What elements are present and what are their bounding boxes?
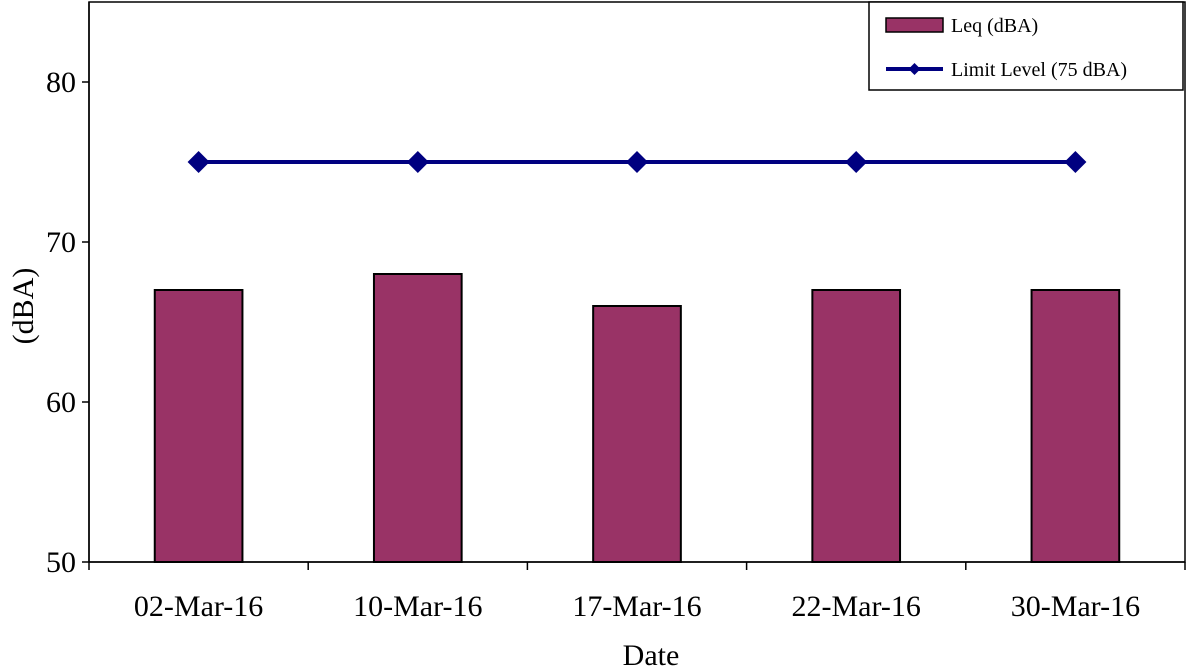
limit-marker [187, 151, 210, 173]
x-tick-label: 17-Mar-16 [572, 590, 701, 623]
y-tick-label: 50 [46, 546, 76, 579]
bar-leq [811, 289, 902, 563]
y-axis-title: (dBA) [7, 268, 40, 345]
x-axis: 02-Mar-16 10-Mar-16 17-Mar-16 22-Mar-16 30-M… [88, 561, 1186, 623]
x-tick-label: 10-Mar-16 [353, 590, 482, 623]
bar-leq [1030, 289, 1121, 563]
x-tick-label: 30-Mar-16 [1011, 590, 1140, 623]
limit-marker [1064, 151, 1087, 173]
y-tick-label: 80 [46, 66, 76, 99]
y-tick-label: 70 [46, 226, 76, 259]
legend-label-leq: Leq (dBA) [951, 15, 1038, 37]
bars-group [153, 273, 1121, 563]
bar-leq [592, 305, 682, 563]
x-tick-label: 22-Mar-16 [792, 590, 921, 623]
legend: Leq (dBA) Limit Level (75 dBA) [868, 1, 1184, 91]
x-tick-label: 02-Mar-16 [134, 590, 263, 623]
bar-leq [153, 289, 244, 563]
x-axis-title: Date [623, 639, 680, 671]
legend-box [868, 1, 1184, 91]
limit-marker [845, 151, 868, 173]
y-tick-label: 60 [46, 386, 76, 419]
bar-leq [372, 273, 463, 563]
limit-line-group [187, 151, 1087, 173]
legend-swatch-leq [885, 17, 944, 33]
limit-marker [626, 151, 648, 173]
legend-marker-limit [908, 63, 921, 75]
legend-label-limit: Limit Level (75 dBA) [951, 59, 1127, 81]
y-axis: 50 60 70 80 [46, 2, 90, 579]
limit-marker [406, 151, 429, 173]
